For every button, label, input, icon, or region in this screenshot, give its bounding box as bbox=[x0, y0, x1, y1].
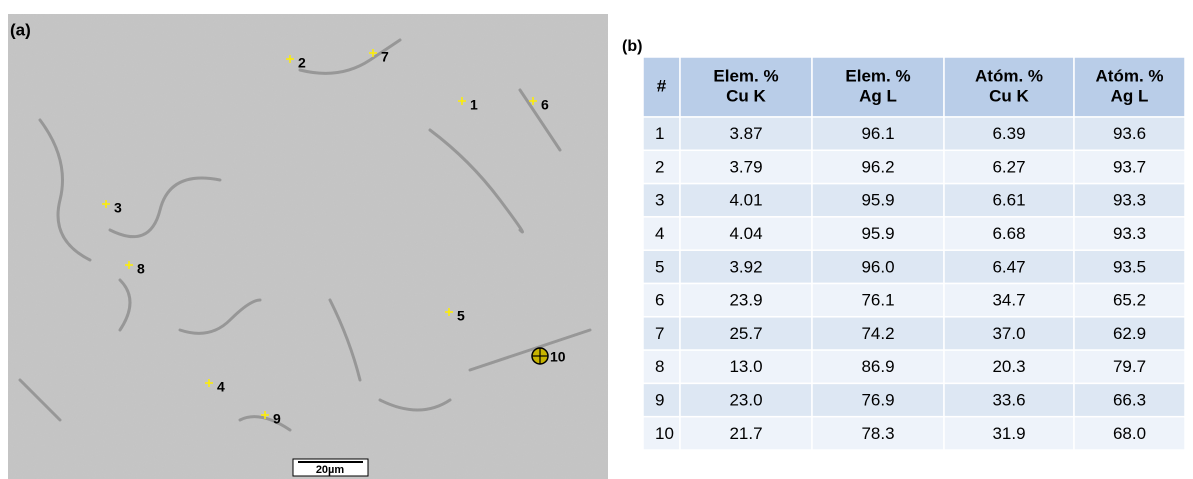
cell-text: 25.7 bbox=[729, 324, 762, 343]
point-label: 1 bbox=[470, 97, 478, 113]
cell-text: 93.6 bbox=[1113, 124, 1146, 143]
cell-text: 86.9 bbox=[861, 357, 894, 376]
cell-text: 93.3 bbox=[1113, 224, 1146, 243]
cell-text: 78.3 bbox=[861, 424, 894, 443]
cell-text: 6 bbox=[655, 291, 664, 310]
cell-text: 4 bbox=[655, 224, 664, 243]
point-label: 5 bbox=[457, 308, 465, 324]
header-text: Atóm. % bbox=[1096, 66, 1164, 85]
cell-text: 6.39 bbox=[992, 124, 1025, 143]
header-text: Cu K bbox=[726, 86, 766, 105]
cell-text: 6.61 bbox=[992, 191, 1025, 210]
cell-text: 33.6 bbox=[992, 391, 1025, 410]
point-label: 6 bbox=[541, 97, 549, 113]
cell-text: 6.47 bbox=[992, 257, 1025, 276]
cell-text: 3 bbox=[655, 191, 664, 210]
header-text: # bbox=[657, 76, 667, 95]
cell-text: 68.0 bbox=[1113, 424, 1146, 443]
header-text: Elem. % bbox=[713, 66, 778, 85]
cell-text: 1 bbox=[655, 124, 664, 143]
point-label: 8 bbox=[137, 261, 145, 277]
cell-text: 76.9 bbox=[861, 391, 894, 410]
point-label: 10 bbox=[550, 349, 566, 365]
cell-text: 96.2 bbox=[861, 157, 894, 176]
cell-text: 37.0 bbox=[992, 324, 1025, 343]
point-label: 4 bbox=[217, 379, 225, 395]
figure-svg: (a) 12345678910 20µm (b) #Elem. %Cu KEle… bbox=[0, 0, 1193, 479]
cell-text: 66.3 bbox=[1113, 391, 1146, 410]
header-text: Atóm. % bbox=[975, 66, 1043, 85]
cell-text: 34.7 bbox=[992, 291, 1025, 310]
cell-text: 6.68 bbox=[992, 224, 1025, 243]
cell-text: 79.7 bbox=[1113, 357, 1146, 376]
cell-text: 9 bbox=[655, 391, 664, 410]
panel-label: (b) bbox=[622, 38, 642, 55]
cell-text: 95.9 bbox=[861, 224, 894, 243]
cell-text: 76.1 bbox=[861, 291, 894, 310]
cell-text: 93.7 bbox=[1113, 157, 1146, 176]
cell-text: 6.27 bbox=[992, 157, 1025, 176]
point-label: 3 bbox=[114, 200, 122, 216]
cell-text: 3.87 bbox=[729, 124, 762, 143]
cell-text: 62.9 bbox=[1113, 324, 1146, 343]
sem-image bbox=[8, 14, 608, 479]
header-text: Ag L bbox=[859, 86, 897, 105]
cell-text: 93.3 bbox=[1113, 191, 1146, 210]
cell-text: 3.92 bbox=[729, 257, 762, 276]
cell-text: 13.0 bbox=[729, 357, 762, 376]
cell-text: 20.3 bbox=[992, 357, 1025, 376]
cell-text: 8 bbox=[655, 357, 664, 376]
cell-text: 23.9 bbox=[729, 291, 762, 310]
cell-text: 4.04 bbox=[729, 224, 762, 243]
cell-text: 95.9 bbox=[861, 191, 894, 210]
cell-text: 21.7 bbox=[729, 424, 762, 443]
header-text: Ag L bbox=[1111, 86, 1149, 105]
cell-text: 96.1 bbox=[861, 124, 894, 143]
cell-text: 65.2 bbox=[1113, 291, 1146, 310]
figure: (a) 12345678910 20µm (b) #Elem. %Cu KEle… bbox=[0, 0, 1193, 479]
cell-text: 74.2 bbox=[861, 324, 894, 343]
header-text: Cu K bbox=[989, 86, 1029, 105]
cell-text: 93.5 bbox=[1113, 257, 1146, 276]
cell-text: 96.0 bbox=[861, 257, 894, 276]
cell-text: 7 bbox=[655, 324, 664, 343]
point-label: 7 bbox=[381, 49, 389, 65]
panel-label: (a) bbox=[10, 20, 31, 39]
cell-text: 10 bbox=[655, 424, 674, 443]
sem-texture bbox=[8, 14, 608, 479]
cell-text: 2 bbox=[655, 157, 664, 176]
header-text: Elem. % bbox=[845, 66, 910, 85]
point-label: 2 bbox=[298, 55, 306, 71]
cell-text: 31.9 bbox=[992, 424, 1025, 443]
cell-text: 5 bbox=[655, 257, 664, 276]
cell-text: 23.0 bbox=[729, 391, 762, 410]
cell-text: 4.01 bbox=[729, 191, 762, 210]
point-label: 9 bbox=[273, 411, 281, 427]
scale-bar-label: 20µm bbox=[316, 464, 345, 476]
cell-text: 3.79 bbox=[729, 157, 762, 176]
